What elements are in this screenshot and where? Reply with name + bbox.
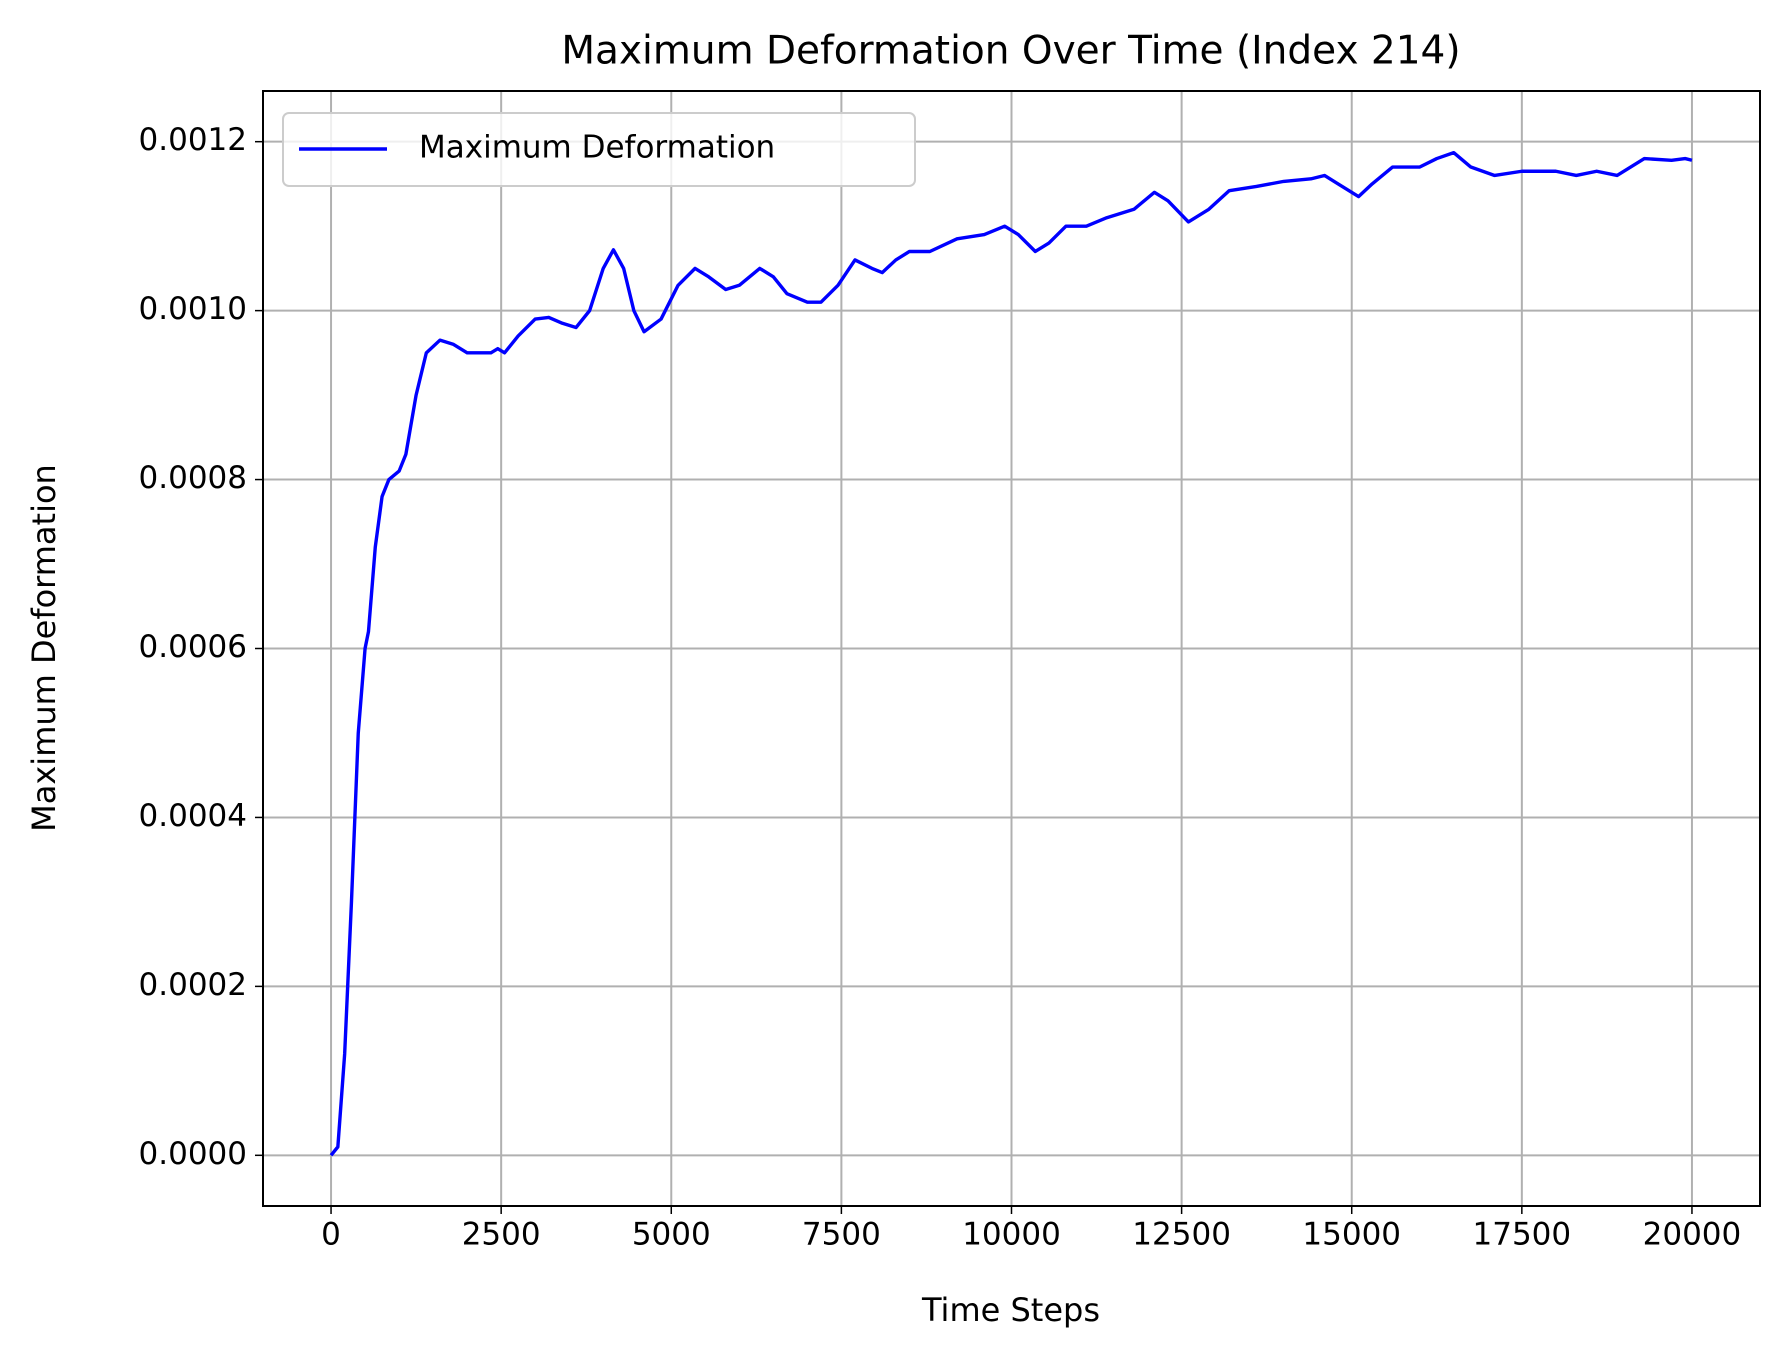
plot-frame <box>262 90 1761 1207</box>
y-tick-label: 0.0012 <box>139 122 247 158</box>
y-tick-label: 0.0004 <box>139 798 247 834</box>
x-tick-label: 0 <box>321 1217 341 1253</box>
y-tick-label: 0.0010 <box>139 291 247 327</box>
y-tick-label: 0.0002 <box>139 967 247 1003</box>
legend-box <box>282 112 916 187</box>
data-line <box>329 150 1693 1157</box>
x-axis-label: Time Steps <box>921 1291 1100 1329</box>
x-tick-label: 12500 <box>1132 1217 1231 1253</box>
x-tick-label: 5000 <box>632 1217 711 1253</box>
chart-title: Maximum Deformation Over Time (Index 214… <box>561 29 1460 74</box>
y-axis-label: Maximum Deformation <box>25 464 63 832</box>
x-tick-label: 7500 <box>802 1217 881 1253</box>
x-tick-label: 20000 <box>1643 1217 1742 1253</box>
x-tick-label: 2500 <box>462 1217 541 1253</box>
legend-label: Maximum Deformation <box>419 130 775 166</box>
x-tick-label: 17500 <box>1473 1217 1572 1253</box>
x-tick-label: 15000 <box>1302 1217 1401 1253</box>
y-tick-label: 0.0006 <box>139 629 247 665</box>
y-tick-label: 0.0000 <box>139 1136 247 1172</box>
y-tick-label: 0.0008 <box>139 460 247 496</box>
x-tick-label: 10000 <box>962 1217 1061 1253</box>
